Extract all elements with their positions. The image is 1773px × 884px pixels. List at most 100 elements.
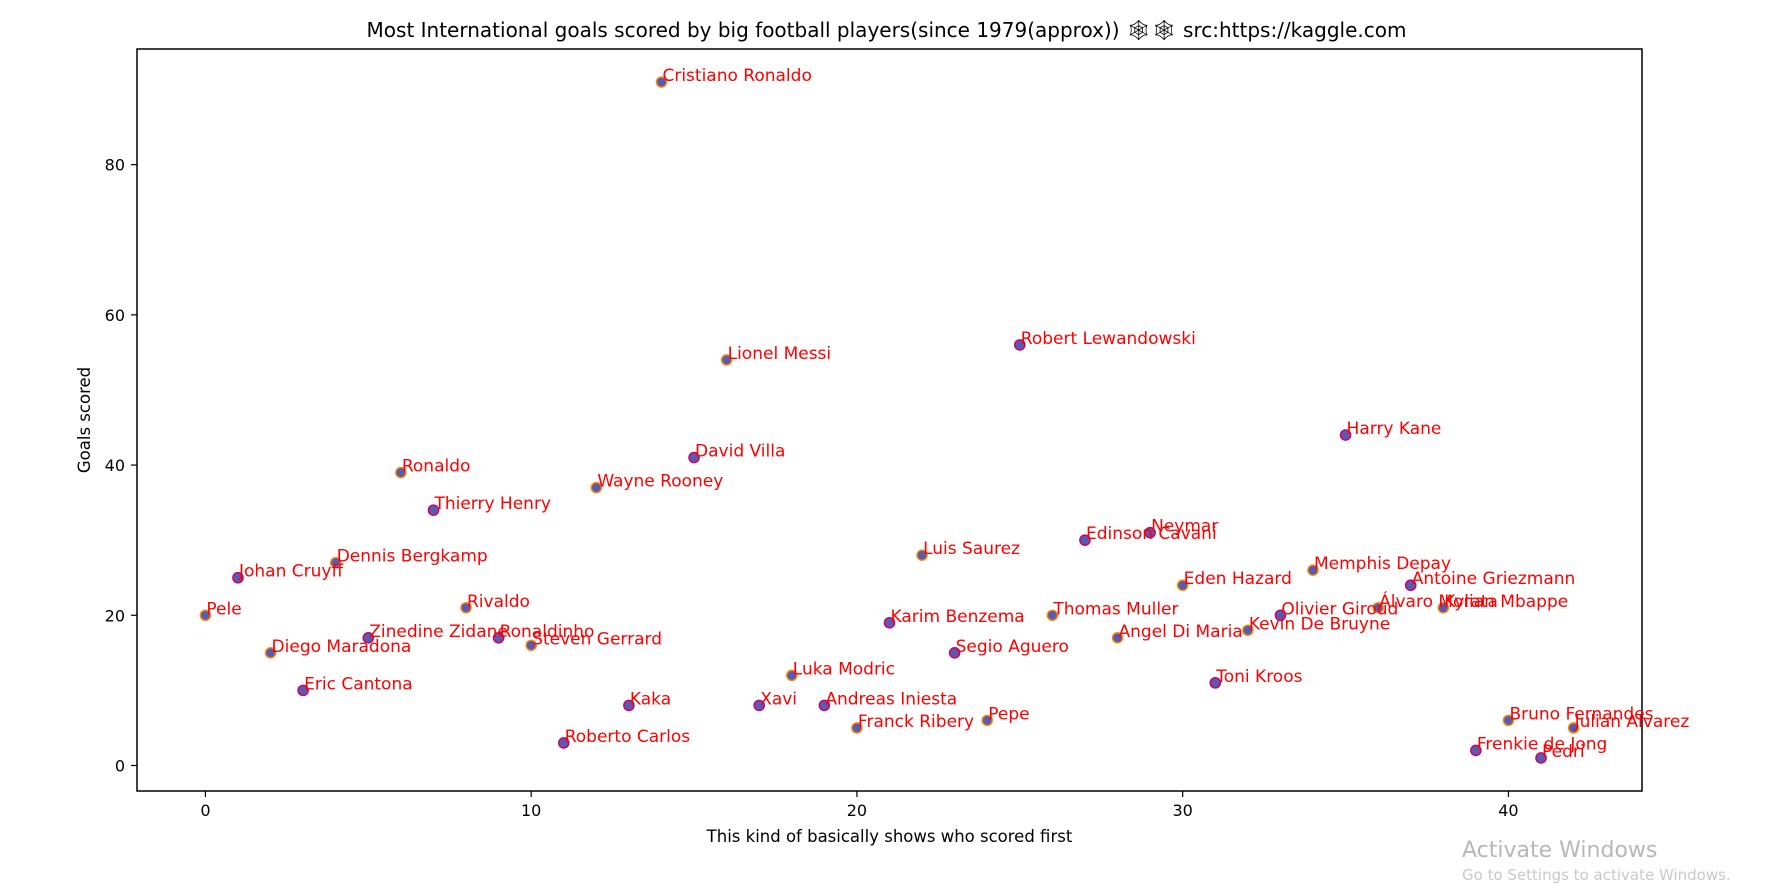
- x-axis-ticks: 0 10 20 30 40: [200, 791, 1519, 820]
- data-point: [1145, 528, 1155, 538]
- data-point-label: Angel Di Maria: [1119, 622, 1243, 642]
- x-tick-label: 10: [521, 801, 541, 820]
- data-point-label: Kaka: [630, 689, 671, 709]
- data-point: [1015, 340, 1025, 350]
- data-point: [1243, 625, 1253, 635]
- data-point-label: Lionel Messi: [728, 344, 832, 364]
- data-point-label: Julian Alvarez: [1574, 712, 1690, 732]
- data-point: [331, 558, 341, 568]
- activate-windows-watermark: Activate Windows: [1462, 838, 1658, 863]
- data-labels: Pele Johan Cruyff Diego Maradona Eric Canto…: [206, 66, 1689, 762]
- data-point: [1308, 565, 1318, 575]
- data-point: [559, 738, 569, 748]
- data-point-label: Ronaldinho: [500, 622, 595, 642]
- data-point-label: Thierry Henry: [433, 494, 551, 514]
- data-point-label: Eric Cantona: [304, 674, 413, 694]
- data-point-label: Eden Hazard: [1184, 569, 1292, 589]
- data-point: [1438, 603, 1448, 613]
- data-point-label: Segio Aguero: [956, 637, 1069, 657]
- data-point-label: Cristiano Ronaldo: [662, 66, 811, 86]
- data-point-label: Johan Cruyff: [238, 562, 344, 582]
- data-point: [298, 685, 308, 695]
- data-point: [754, 700, 764, 710]
- y-tick-label: 40: [105, 456, 125, 475]
- data-point: [201, 610, 210, 620]
- data-point: [657, 77, 666, 87]
- data-point-label: Antoine Griezmann: [1412, 569, 1576, 589]
- data-point-label: Rivaldo: [467, 592, 530, 612]
- data-point-label: Frenkie de Jong: [1477, 734, 1607, 754]
- data-point: [1210, 678, 1220, 688]
- data-point-label: Harry Kane: [1347, 419, 1442, 439]
- data-point-label: Álvaro Morata: [1379, 590, 1498, 612]
- data-point-label: Toni Kroos: [1215, 667, 1302, 687]
- data-point: [1047, 610, 1057, 620]
- data-point-label: Zinedine Zidane: [369, 622, 508, 642]
- data-point: [591, 483, 601, 492]
- data-point-label: Dennis Bergkamp: [337, 547, 488, 567]
- data-point-label: Wayne Rooney: [597, 472, 723, 492]
- data-point-label: Kevin De Bruyne: [1249, 614, 1390, 634]
- data-points: [199, 76, 1580, 764]
- data-point: [494, 633, 503, 643]
- data-point-label: Thomas Muller: [1052, 599, 1178, 619]
- data-point: [917, 550, 927, 560]
- data-point-label: Bruno Fernandes: [1509, 704, 1653, 724]
- data-point: [950, 648, 960, 658]
- data-point: [429, 505, 438, 515]
- data-point: [1276, 610, 1285, 620]
- data-point-label: Xavi: [760, 689, 797, 709]
- data-point: [233, 573, 243, 583]
- data-point-label: Edinson Cavani: [1086, 524, 1217, 544]
- data-point: [722, 355, 732, 365]
- data-point: [266, 648, 275, 658]
- data-point-label: David Villa: [695, 442, 785, 462]
- data-point: [1178, 580, 1188, 590]
- data-point: [1406, 580, 1416, 590]
- data-point-label: Andreas Iniesta: [825, 689, 957, 709]
- chart-title: Most International goals scored by big f…: [367, 18, 1407, 42]
- y-tick-label: 80: [105, 156, 125, 175]
- data-point: [461, 603, 471, 613]
- y-axis-label: Goals scored: [75, 367, 94, 473]
- plot-area-frame: [136, 48, 1643, 792]
- data-point-label: Ronaldo: [402, 457, 471, 477]
- data-point-label: Luis Saurez: [923, 539, 1020, 559]
- data-point: [1373, 603, 1383, 613]
- data-point: [363, 633, 373, 643]
- y-axis-ticks: 0 20 40 60 80: [105, 156, 137, 775]
- data-point-label: Luka Modric: [793, 659, 895, 679]
- data-point-label: Diego Maradona: [272, 637, 412, 657]
- data-point: [1113, 633, 1122, 643]
- data-point-label: Olivier Giroud: [1281, 599, 1398, 619]
- x-tick-label: 20: [847, 801, 867, 820]
- data-point: [1504, 716, 1513, 725]
- x-tick-label: 0: [200, 801, 210, 820]
- data-point-label: Pepe: [988, 704, 1029, 724]
- data-point: [689, 453, 699, 462]
- y-tick-label: 60: [105, 306, 125, 325]
- data-point-label: Neymar: [1151, 517, 1218, 537]
- data-point: [1471, 746, 1481, 755]
- data-point: [1341, 430, 1350, 440]
- x-axis-label: This kind of basically shows who scored …: [706, 827, 1073, 846]
- data-point: [1569, 723, 1578, 733]
- data-point-label: Pedri: [1542, 742, 1585, 762]
- data-point: [819, 700, 829, 710]
- data-point: [624, 700, 634, 710]
- data-point: [1536, 753, 1546, 763]
- data-point-label: Kylian Mbappe: [1444, 592, 1568, 612]
- data-point-label: Steven Gerrard: [532, 629, 662, 649]
- data-point-label: Roberto Carlos: [565, 727, 691, 747]
- x-tick-label: 30: [1173, 801, 1193, 820]
- x-tick-label: 40: [1498, 801, 1518, 820]
- y-tick-label: 0: [115, 756, 125, 775]
- data-point: [1080, 535, 1090, 545]
- data-point-label: Pele: [206, 599, 241, 619]
- data-point: [885, 618, 894, 628]
- y-tick-label: 20: [105, 606, 125, 625]
- data-point: [982, 716, 992, 725]
- data-point: [396, 468, 406, 477]
- data-point-label: Franck Ribery: [858, 712, 974, 732]
